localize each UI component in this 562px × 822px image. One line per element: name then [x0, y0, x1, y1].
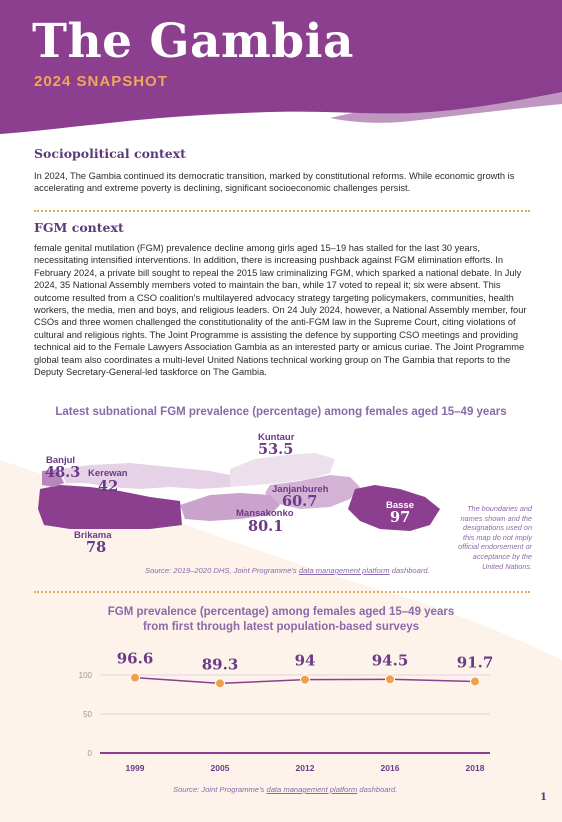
- sociopolitical-heading: Sociopolitical context: [34, 146, 186, 161]
- map-source-prefix: Source: 2019–2020 DHS, Joint Programme's: [145, 566, 297, 575]
- data-label: 94: [295, 652, 316, 670]
- prevalence-line-chart: 0 50 100 96.6 1999 89.3 2005 94 2012 94.5 2016 91.7…: [79, 650, 494, 773]
- region-mansakonko: [180, 493, 280, 521]
- map-source: Source: 2019–2020 DHS, Joint Programme's…: [145, 566, 430, 575]
- x-tick-label: 2005: [211, 763, 230, 773]
- sociopolitical-text: In 2024, The Gambia continued its democr…: [34, 171, 515, 194]
- page-number: 1: [540, 792, 547, 803]
- map-value-banjul: 48.3: [45, 464, 81, 481]
- map-value-kuntaur: 53.5: [258, 441, 294, 458]
- map-name-kuntaur: Kuntaur: [258, 432, 295, 443]
- x-tick-label: 2018: [466, 763, 485, 773]
- x-tick-label: 2016: [381, 763, 400, 773]
- background-wave: [0, 460, 562, 822]
- map-value-mansakonko: 80.1: [248, 518, 284, 535]
- banner-wave: [0, 0, 562, 134]
- data-label: 91.7: [457, 653, 494, 671]
- y-tick-label: 50: [83, 710, 92, 719]
- section-divider: [34, 210, 530, 212]
- map-title: Latest subnational FGM prevalence (perce…: [55, 406, 507, 418]
- region-basse: [348, 485, 440, 531]
- x-tick-label: 2012: [296, 763, 315, 773]
- map-value-brikama: 78: [86, 539, 107, 556]
- chart-source-prefix: Source: Joint Programme's: [173, 785, 265, 794]
- section-divider-2: [34, 591, 530, 593]
- chart-title: FGM prevalence (percentage) among female…: [107, 606, 455, 633]
- data-point: [385, 674, 395, 685]
- map-name-mansakonko: Mansakonko: [236, 508, 294, 519]
- region-brikama: [38, 485, 182, 529]
- data-label: 96.6: [117, 650, 154, 668]
- map-name-janjanbureh: Janjanbureh: [272, 484, 329, 495]
- x-tick-label: 1999: [126, 763, 145, 773]
- page-subtitle: 2024 SNAPSHOT: [34, 73, 168, 90]
- chart-source: Source: Joint Programme's data managemen…: [173, 785, 397, 794]
- region-janjanbureh: [265, 475, 360, 509]
- map-name-kerewan: Kerewan: [88, 468, 128, 479]
- map-value-basse: 97: [390, 509, 411, 526]
- map-disclaimer: The boundaries and names shown and the d…: [458, 504, 532, 571]
- fgm-context-heading: FGM context: [34, 220, 124, 235]
- map-source-link[interactable]: data management platform: [298, 566, 390, 575]
- y-tick-label: 0: [88, 749, 93, 758]
- data-label: 89.3: [202, 655, 239, 673]
- data-point: [215, 678, 225, 689]
- chart-source-link[interactable]: data management platform: [266, 785, 358, 794]
- region-kerewan: [60, 463, 230, 489]
- page-title: The Gambia: [32, 14, 354, 69]
- map-name-brikama: Brikama: [74, 530, 112, 541]
- data-label: 94.5: [372, 651, 409, 669]
- map-value-kerewan: 42: [98, 478, 119, 495]
- header-banner: The Gambia 2024 SNAPSHOT: [0, 0, 562, 150]
- map-source-suffix: dashboard.: [391, 566, 430, 575]
- y-tick-label: 100: [79, 671, 93, 680]
- region-banjul: [42, 469, 64, 487]
- fgm-context-text: female genital mutilation (FGM) prevalen…: [34, 243, 527, 378]
- chart-source-suffix: dashboard.: [359, 785, 398, 794]
- map-name-banjul: Banjul: [46, 455, 76, 466]
- region-kuntaur: [230, 453, 335, 487]
- data-point: [300, 674, 310, 685]
- map-value-janjanbureh: 60.7: [282, 493, 318, 510]
- data-point: [470, 676, 480, 687]
- gambia-map: [38, 453, 440, 531]
- map-name-basse: Basse: [386, 500, 414, 511]
- data-point: [130, 672, 140, 683]
